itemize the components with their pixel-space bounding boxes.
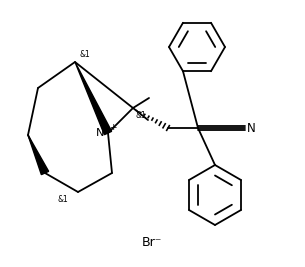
Text: Br⁻: Br⁻ <box>142 235 162 249</box>
Text: +: + <box>109 124 117 132</box>
Text: &1: &1 <box>79 50 90 59</box>
Polygon shape <box>28 135 49 175</box>
Text: N: N <box>96 128 104 138</box>
Polygon shape <box>75 62 112 135</box>
Text: &1: &1 <box>136 111 147 120</box>
Text: N: N <box>247 121 256 135</box>
Text: &1: &1 <box>58 195 69 204</box>
